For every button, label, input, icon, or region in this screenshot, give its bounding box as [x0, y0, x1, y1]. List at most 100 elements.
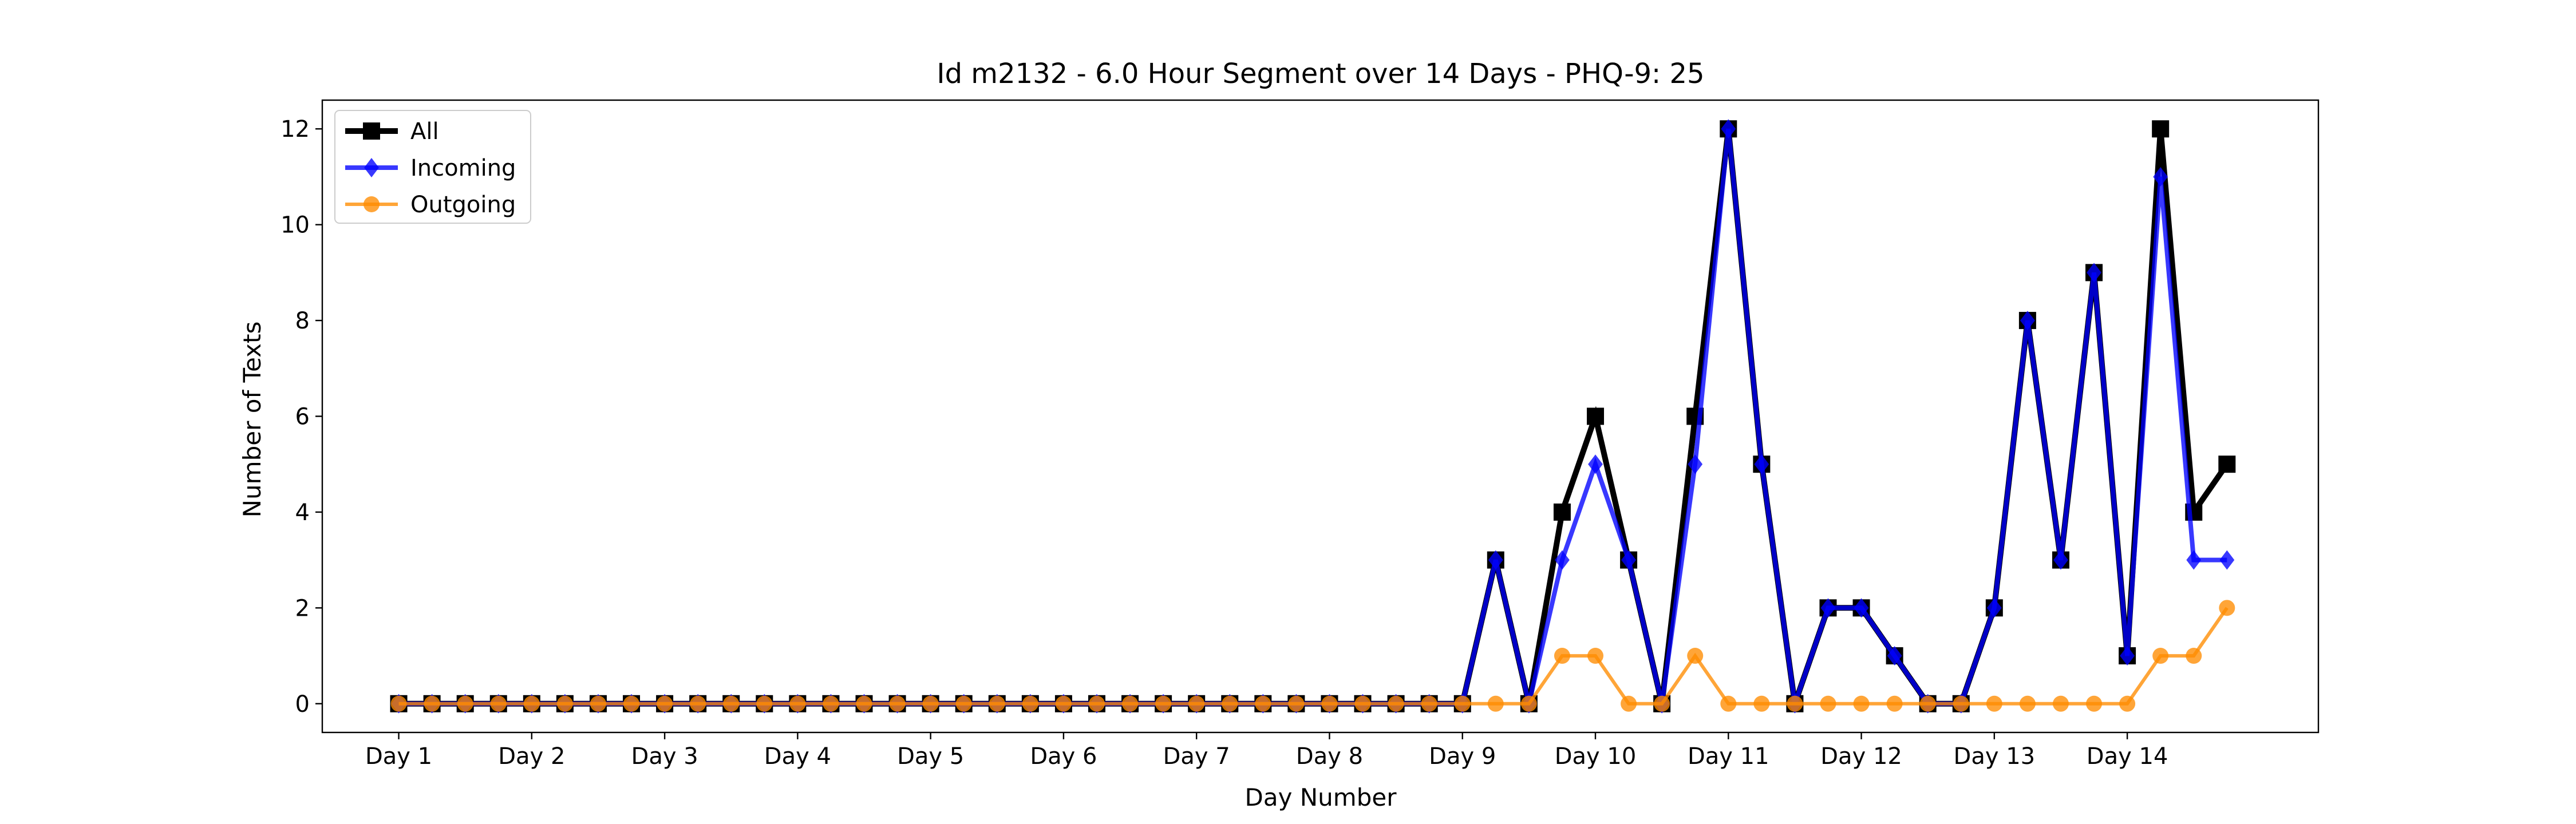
data-point-outgoing — [989, 695, 1005, 712]
data-point-outgoing — [556, 695, 573, 712]
chart-title: Id m2132 - 6.0 Hour Segment over 14 Days… — [937, 58, 1704, 90]
data-point-outgoing — [955, 695, 972, 712]
data-point-outgoing — [2052, 695, 2069, 712]
data-point-outgoing — [590, 695, 606, 712]
data-point-outgoing — [1022, 695, 1038, 712]
data-point-outgoing — [1288, 695, 1305, 712]
data-point-outgoing — [856, 695, 872, 712]
x-tick-label: Day 13 — [1954, 743, 2036, 770]
y-tick-label: 2 — [295, 595, 310, 621]
data-point-incoming — [1488, 550, 1503, 570]
legend-label-incoming: Incoming — [410, 155, 516, 181]
data-point-outgoing — [490, 695, 507, 712]
legend-label-outgoing: Outgoing — [410, 192, 516, 218]
data-point-outgoing — [1820, 695, 1836, 712]
data-point-outgoing — [1554, 648, 1570, 664]
y-tick-label: 12 — [280, 116, 310, 142]
data-point-incoming — [1621, 550, 1637, 570]
data-point-outgoing — [1421, 695, 1437, 712]
legend-marker-incoming — [364, 158, 379, 177]
data-point-outgoing — [2152, 648, 2169, 664]
data-point-incoming — [1854, 598, 1869, 618]
x-tick-label: Day 2 — [498, 743, 565, 770]
data-point-outgoing — [2219, 600, 2235, 616]
data-point-incoming — [1887, 646, 1902, 666]
x-tick-label: Day 12 — [1820, 743, 1902, 770]
data-point-outgoing — [1787, 695, 1803, 712]
y-axis-label: Number of Texts — [238, 322, 266, 518]
y-tick-label: 10 — [280, 212, 310, 239]
data-point-incoming — [2020, 311, 2035, 331]
x-tick-label: Day 1 — [365, 743, 432, 770]
x-axis-label: Day Number — [1244, 783, 1397, 811]
data-point-outgoing — [1886, 695, 1903, 712]
data-point-incoming — [2186, 550, 2202, 570]
data-point-outgoing — [1055, 695, 1072, 712]
legend-box — [334, 110, 531, 224]
x-tick-label: Day 3 — [631, 743, 698, 770]
data-point-outgoing — [1155, 695, 1172, 712]
x-tick-label: Day 5 — [897, 743, 964, 770]
data-point-incoming — [2087, 263, 2101, 283]
data-point-outgoing — [1520, 695, 1537, 712]
data-point-outgoing — [2119, 695, 2136, 712]
data-point-outgoing — [1188, 695, 1205, 712]
data-point-outgoing — [2019, 695, 2036, 712]
y-tick-label: 4 — [295, 500, 310, 526]
data-point-outgoing — [1587, 648, 1604, 664]
legend: All Incoming Outgoing — [334, 110, 531, 224]
data-point-outgoing — [1654, 695, 1670, 712]
data-point-outgoing — [1986, 695, 2002, 712]
data-point-incoming — [2219, 550, 2235, 570]
data-point-outgoing — [1122, 695, 1139, 712]
data-point-incoming — [2153, 167, 2168, 187]
x-tick-label: Day 6 — [1030, 743, 1097, 770]
data-point-outgoing — [1255, 695, 1271, 712]
series-outgoing — [390, 600, 2235, 712]
data-point-outgoing — [1321, 695, 1338, 712]
data-point-outgoing — [390, 695, 407, 712]
y-tick-label: 8 — [295, 308, 310, 334]
data-point-outgoing — [1454, 695, 1471, 712]
data-point-outgoing — [457, 695, 473, 712]
data-point-outgoing — [523, 695, 540, 712]
x-tick-label: Day 10 — [1555, 743, 1637, 770]
data-point-outgoing — [1388, 695, 1404, 712]
data-point-outgoing — [1753, 695, 1770, 712]
data-point-outgoing — [1919, 695, 1936, 712]
data-point-outgoing — [424, 695, 440, 712]
data-point-incoming — [2053, 550, 2068, 570]
data-point-outgoing — [1222, 695, 1238, 712]
data-point-outgoing — [623, 695, 640, 712]
x-tick-label: Day 7 — [1163, 743, 1230, 770]
data-point-outgoing — [723, 695, 740, 712]
data-point-outgoing — [756, 695, 773, 712]
legend-marker-outgoing — [364, 196, 380, 212]
data-point-outgoing — [2186, 648, 2202, 664]
data-point-outgoing — [1853, 695, 1870, 712]
data-point-incoming — [1721, 119, 1736, 139]
data-point-outgoing — [1687, 648, 1704, 664]
data-point-all — [2218, 455, 2236, 473]
data-point-outgoing — [1487, 695, 1504, 712]
data-point-all — [2152, 120, 2170, 138]
data-point-outgoing — [889, 695, 906, 712]
y-tick-label: 0 — [295, 691, 310, 718]
x-tick-label: Day 14 — [2087, 743, 2168, 770]
legend-label-all: All — [410, 118, 439, 145]
data-point-outgoing — [1088, 695, 1105, 712]
data-point-outgoing — [922, 695, 939, 712]
data-point-outgoing — [657, 695, 673, 712]
data-point-incoming — [1754, 454, 1769, 474]
legend-marker-all — [363, 122, 380, 140]
data-point-incoming — [1820, 598, 1836, 618]
x-tick-label: Day 8 — [1296, 743, 1363, 770]
data-point-outgoing — [1354, 695, 1371, 712]
data-point-incoming — [1555, 550, 1570, 570]
data-point-outgoing — [1720, 695, 1737, 712]
data-point-outgoing — [823, 695, 839, 712]
plot-area: 0 2 4 6 8 10 12 Day 1 Day 2 Day 3 Day 4 Day 5 Day 6 D… — [280, 99, 2320, 770]
data-point-outgoing — [1953, 695, 1969, 712]
